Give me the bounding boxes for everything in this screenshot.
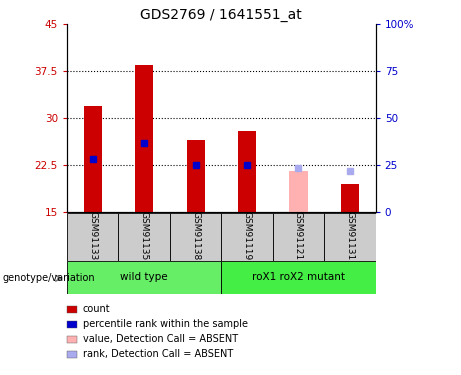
Bar <box>324 213 376 261</box>
Bar <box>290 171 307 212</box>
Text: roX1 roX2 mutant: roX1 roX2 mutant <box>252 273 345 282</box>
Text: GSM91131: GSM91131 <box>345 211 355 260</box>
Text: value, Detection Call = ABSENT: value, Detection Call = ABSENT <box>83 334 237 344</box>
Text: GSM91135: GSM91135 <box>140 211 148 260</box>
Title: GDS2769 / 1641551_at: GDS2769 / 1641551_at <box>141 8 302 22</box>
Text: GSM91133: GSM91133 <box>88 211 97 260</box>
Bar <box>221 261 376 294</box>
Bar <box>118 213 170 261</box>
Bar <box>67 261 221 294</box>
Bar <box>221 213 273 261</box>
Text: GSM91138: GSM91138 <box>191 211 200 260</box>
Bar <box>83 106 101 212</box>
Bar <box>187 140 205 212</box>
Text: GSM91119: GSM91119 <box>242 211 252 260</box>
Bar <box>341 184 359 212</box>
Text: count: count <box>83 304 110 314</box>
Bar <box>238 130 256 212</box>
Bar <box>273 213 324 261</box>
Text: rank, Detection Call = ABSENT: rank, Detection Call = ABSENT <box>83 350 233 359</box>
Bar <box>67 213 118 261</box>
Text: genotype/variation: genotype/variation <box>2 273 95 283</box>
Text: GSM91121: GSM91121 <box>294 211 303 260</box>
Text: wild type: wild type <box>120 273 168 282</box>
Text: percentile rank within the sample: percentile rank within the sample <box>83 320 248 329</box>
Bar <box>135 65 153 212</box>
Bar <box>170 213 221 261</box>
